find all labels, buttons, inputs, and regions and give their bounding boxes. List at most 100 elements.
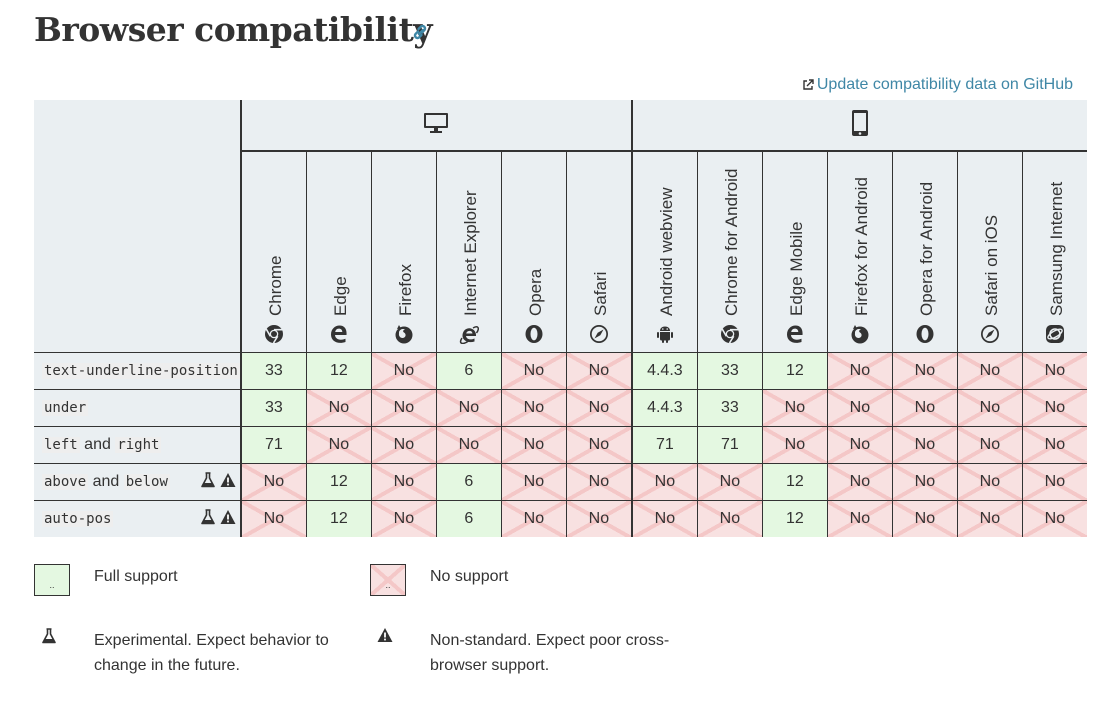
- browser-name: Edge: [330, 276, 350, 316]
- firefox-icon: [395, 325, 413, 344]
- support-cell[interactable]: 33: [696, 352, 763, 390]
- support-cell[interactable]: No: [761, 426, 828, 464]
- support-cell[interactable]: 12: [305, 463, 372, 501]
- support-cell[interactable]: 71: [240, 426, 307, 464]
- feature-name[interactable]: auto-pos: [34, 500, 242, 537]
- browser-name: Safari: [590, 271, 610, 316]
- support-cell[interactable]: No: [761, 389, 828, 427]
- browser-name: Firefox: [395, 264, 415, 316]
- support-cell[interactable]: No: [370, 500, 437, 537]
- feature-code: auto-pos: [42, 511, 114, 527]
- platform-mobile: [631, 100, 1087, 152]
- support-cell[interactable]: 6: [435, 463, 502, 501]
- legend-full-support-label: Full support: [94, 568, 178, 585]
- support-cell[interactable]: 71: [630, 426, 698, 464]
- support-cell[interactable]: No: [500, 389, 567, 427]
- support-cell[interactable]: No: [565, 426, 632, 464]
- support-cell[interactable]: No: [500, 426, 567, 464]
- platform-desktop: [240, 100, 633, 152]
- legend-no-support-swatch: ..: [370, 564, 406, 596]
- browser-name: Android webview: [656, 187, 676, 316]
- browser-name: Chrome for Android: [721, 168, 741, 316]
- feature-code: under: [42, 400, 89, 416]
- feature-text: and: [79, 436, 116, 453]
- feature-name[interactable]: above and below: [34, 463, 242, 501]
- update-on-github-link[interactable]: Update compatibility data on GitHub: [802, 76, 1073, 94]
- support-cell[interactable]: No: [370, 463, 437, 501]
- support-cell[interactable]: No: [826, 463, 893, 501]
- desktop-icon: [424, 112, 449, 133]
- browser-name: Chrome: [265, 255, 285, 316]
- support-cell[interactable]: 4.4.3: [630, 352, 698, 390]
- feature-name[interactable]: text-underline-position: [34, 352, 242, 390]
- support-cell[interactable]: 12: [761, 463, 828, 501]
- support-cell[interactable]: No: [305, 426, 372, 464]
- support-cell[interactable]: No: [630, 500, 698, 537]
- support-cell[interactable]: No: [956, 352, 1023, 390]
- support-cell[interactable]: 12: [305, 500, 372, 537]
- support-cell[interactable]: No: [826, 389, 893, 427]
- support-cell[interactable]: No: [305, 389, 372, 427]
- support-cell[interactable]: No: [370, 389, 437, 427]
- support-cell[interactable]: No: [826, 352, 893, 390]
- support-cell[interactable]: No: [630, 463, 698, 501]
- feature-name[interactable]: left and right: [34, 426, 242, 464]
- support-cell[interactable]: No: [696, 500, 763, 537]
- browser-header: Safari: [565, 151, 632, 353]
- support-cell[interactable]: No: [240, 500, 307, 537]
- support-cell[interactable]: 33: [240, 389, 307, 427]
- support-cell[interactable]: No: [565, 500, 632, 537]
- support-cell[interactable]: No: [891, 500, 958, 537]
- support-cell[interactable]: No: [1021, 426, 1087, 464]
- edge-icon: [330, 325, 347, 343]
- support-cell[interactable]: No: [956, 389, 1023, 427]
- support-cell[interactable]: No: [956, 426, 1023, 464]
- link-icon[interactable]: [410, 22, 430, 42]
- support-cell[interactable]: No: [435, 389, 502, 427]
- support-cell[interactable]: No: [500, 463, 567, 501]
- feature-code: right: [115, 437, 162, 453]
- support-cell[interactable]: 71: [696, 426, 763, 464]
- support-cell[interactable]: 4.4.3: [630, 389, 698, 427]
- support-cell[interactable]: No: [891, 389, 958, 427]
- browser-header: Safari on iOS: [956, 151, 1023, 353]
- feature-code: left: [42, 437, 80, 453]
- support-cell[interactable]: No: [826, 426, 893, 464]
- support-cell[interactable]: No: [891, 352, 958, 390]
- support-cell[interactable]: No: [956, 500, 1023, 537]
- feature-name[interactable]: under: [34, 389, 242, 427]
- legend-nonstandard-label: Non-standard. Expect poor cross-browser …: [430, 632, 670, 674]
- support-cell[interactable]: No: [1021, 389, 1087, 427]
- support-cell[interactable]: No: [500, 500, 567, 537]
- support-cell[interactable]: 33: [696, 389, 763, 427]
- support-cell[interactable]: No: [891, 463, 958, 501]
- support-cell[interactable]: No: [565, 352, 632, 390]
- support-cell[interactable]: 12: [761, 500, 828, 537]
- support-cell[interactable]: No: [435, 426, 502, 464]
- firefox-icon: [851, 325, 869, 344]
- support-cell[interactable]: No: [370, 426, 437, 464]
- support-cell[interactable]: No: [240, 463, 307, 501]
- support-cell[interactable]: 12: [761, 352, 828, 390]
- support-cell[interactable]: 33: [240, 352, 307, 390]
- browser-name: Opera for Android: [916, 181, 936, 316]
- support-cell[interactable]: No: [565, 463, 632, 501]
- external-link-icon: [803, 79, 814, 90]
- support-cell[interactable]: No: [500, 352, 567, 390]
- support-cell[interactable]: No: [696, 463, 763, 501]
- support-cell[interactable]: No: [826, 500, 893, 537]
- support-cell[interactable]: No: [370, 352, 437, 390]
- support-cell[interactable]: 6: [435, 352, 502, 390]
- edge-icon: [786, 325, 803, 343]
- support-cell[interactable]: No: [891, 426, 958, 464]
- support-cell[interactable]: No: [1021, 463, 1087, 501]
- browser-header-row: Chrome Edge Firefox Internet Explorer Opera S…: [34, 151, 1087, 353]
- feature-row: above and below No 12 No 6 No No No No 12 No No No No: [34, 463, 1087, 501]
- support-cell[interactable]: No: [1021, 500, 1087, 537]
- support-cell[interactable]: No: [1021, 352, 1087, 390]
- support-cell[interactable]: 6: [435, 500, 502, 537]
- support-cell[interactable]: No: [565, 389, 632, 427]
- support-cell[interactable]: 12: [305, 352, 372, 390]
- platform-header-row: [34, 100, 1087, 353]
- support-cell[interactable]: No: [956, 463, 1023, 501]
